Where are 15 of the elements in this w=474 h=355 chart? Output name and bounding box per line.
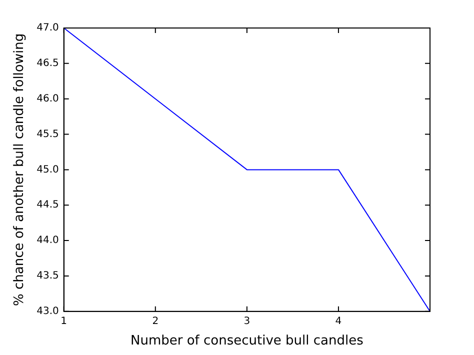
y-tick-label: 43.5 <box>36 270 59 282</box>
x-axis-title: Number of consecutive bull candles <box>130 334 364 349</box>
x-tick-label: 3 <box>244 316 250 327</box>
y-tick-label: 44.5 <box>36 200 59 211</box>
y-tick-label: 46.5 <box>36 58 59 70</box>
y-tick-label: 43.0 <box>36 306 59 317</box>
y-tick-label: 46.0 <box>36 93 59 104</box>
x-tick-label: 2 <box>152 316 159 327</box>
y-tick-label: 45.5 <box>36 128 59 140</box>
y-axis-title: % chance of another bull candle following <box>12 33 28 306</box>
y-tick-label: 47.0 <box>36 22 59 34</box>
y-tick-label: 44.0 <box>36 235 59 246</box>
x-tick-label: 1 <box>60 316 68 327</box>
y-tick-label: 45.0 <box>36 164 59 176</box>
x-tick-label: 4 <box>335 316 342 327</box>
